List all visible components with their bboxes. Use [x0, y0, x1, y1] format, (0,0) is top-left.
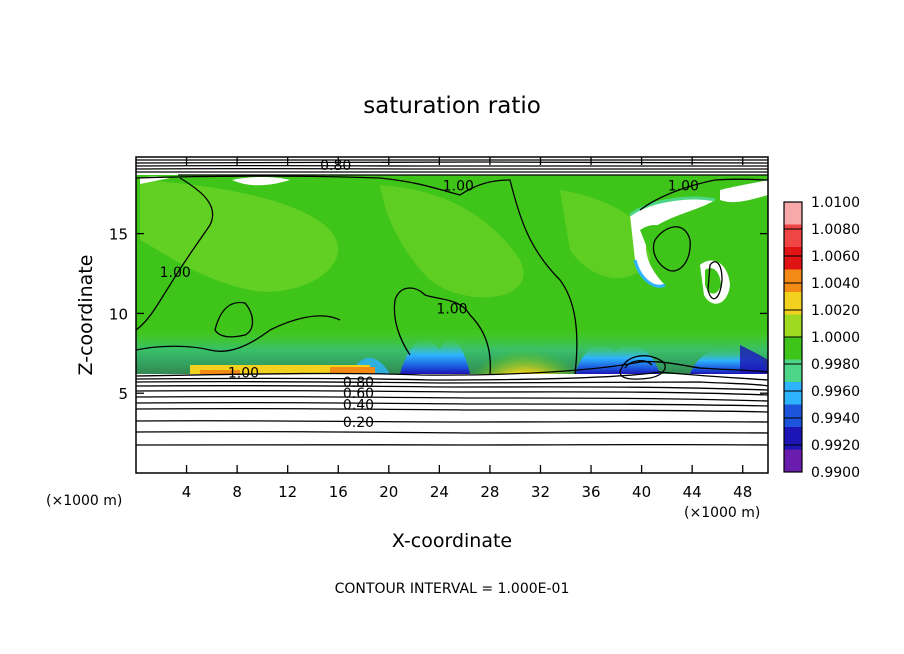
contour-label: 0.80 — [343, 375, 374, 391]
colorbar-swatch — [784, 202, 802, 225]
colorbar-swatch — [784, 359, 802, 383]
x-tick-label: 28 — [480, 483, 499, 501]
colorbar-swatch — [784, 404, 802, 428]
x-tick-label: 12 — [278, 483, 297, 501]
colorbar-swatch — [784, 337, 802, 360]
colorbar-swatch — [784, 427, 802, 450]
y-tick-label: 5 — [118, 385, 128, 403]
colorbar-label: 0.9980 — [811, 357, 860, 373]
contour-label: 1.00 — [436, 302, 467, 318]
contour-label: 0.80 — [320, 158, 351, 174]
colorbar-label: 1.0060 — [811, 249, 860, 265]
colorbar-swatch — [784, 247, 802, 270]
contour-label: 1.00 — [443, 179, 474, 195]
y-ticks: 5 10 15 — [109, 226, 768, 403]
x-tick-label: 44 — [683, 483, 702, 501]
colorbar-swatch — [784, 292, 802, 315]
x-tick-label: 8 — [232, 483, 242, 501]
x-tick-label: 24 — [430, 483, 449, 501]
colorbar-label: 1.0000 — [811, 330, 860, 346]
colorbar-label: 1.0080 — [811, 222, 860, 238]
colorbar-label: 0.9900 — [811, 465, 860, 481]
x-unit-left: (×1000 m) — [46, 493, 122, 509]
contour-interval-footer: CONTOUR INTERVAL = 1.000E-01 — [335, 581, 570, 597]
plot-frame — [135, 156, 769, 474]
colorbar-label: 1.0020 — [811, 303, 860, 319]
x-tick-label: 36 — [581, 483, 600, 501]
colorbar-swatch — [784, 382, 802, 405]
contour-label: 0.60 — [343, 386, 374, 402]
colorbar-label: 0.9940 — [811, 411, 860, 427]
colorbar-swatch — [784, 314, 802, 338]
contour-lines — [136, 159, 768, 446]
x-tick-label: 4 — [182, 483, 192, 501]
x-tick-label: 48 — [733, 483, 752, 501]
colorbar-swatch — [784, 224, 802, 248]
y-axis-label: Z-coordinate — [75, 255, 97, 376]
chart-title: saturation ratio — [363, 93, 541, 119]
saturation-field — [136, 157, 768, 473]
x-ticks: 4 8 12 16 20 24 28 32 36 40 44 48 — [182, 157, 752, 501]
contour-label: 0.40 — [343, 397, 374, 413]
colorbar-label: 0.9960 — [811, 384, 860, 400]
colorbar: 1.0100 1.0080 1.0060 1.0040 1.0020 1.0000 0.99… — [783, 195, 860, 481]
colorbar-label: 1.0100 — [811, 195, 860, 211]
contour-labels: 0.801.00 1.001.001.001.000.800.600.400.20 — [160, 158, 699, 431]
colorbar-label: 1.0040 — [811, 276, 860, 292]
x-tick-label: 40 — [632, 483, 651, 501]
colorbar-swatch — [784, 269, 802, 293]
x-tick-label: 16 — [329, 483, 348, 501]
x-tick-label: 32 — [531, 483, 550, 501]
contour-label: 1.00 — [668, 179, 699, 195]
x-tick-label: 20 — [379, 483, 398, 501]
colorbar-swatch — [784, 449, 802, 473]
y-tick-label: 10 — [109, 305, 128, 323]
x-unit-right: (×1000 m) — [684, 505, 760, 521]
contour-label: 1.00 — [228, 365, 259, 381]
y-tick-label: 15 — [109, 226, 128, 244]
contour-label: 0.20 — [343, 415, 374, 431]
contour-label: 1.00 — [160, 265, 191, 281]
x-axis-label: X-coordinate — [392, 530, 512, 552]
colorbar-label: 0.9920 — [811, 438, 860, 454]
